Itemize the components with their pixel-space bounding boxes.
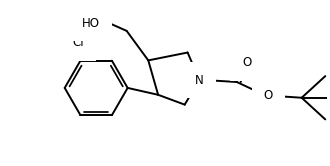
Text: HO: HO — [82, 17, 100, 30]
Text: Cl: Cl — [69, 35, 80, 47]
Text: O: O — [264, 89, 273, 102]
Text: O: O — [242, 56, 251, 69]
Text: Cl: Cl — [73, 37, 84, 49]
Text: N: N — [195, 74, 204, 86]
